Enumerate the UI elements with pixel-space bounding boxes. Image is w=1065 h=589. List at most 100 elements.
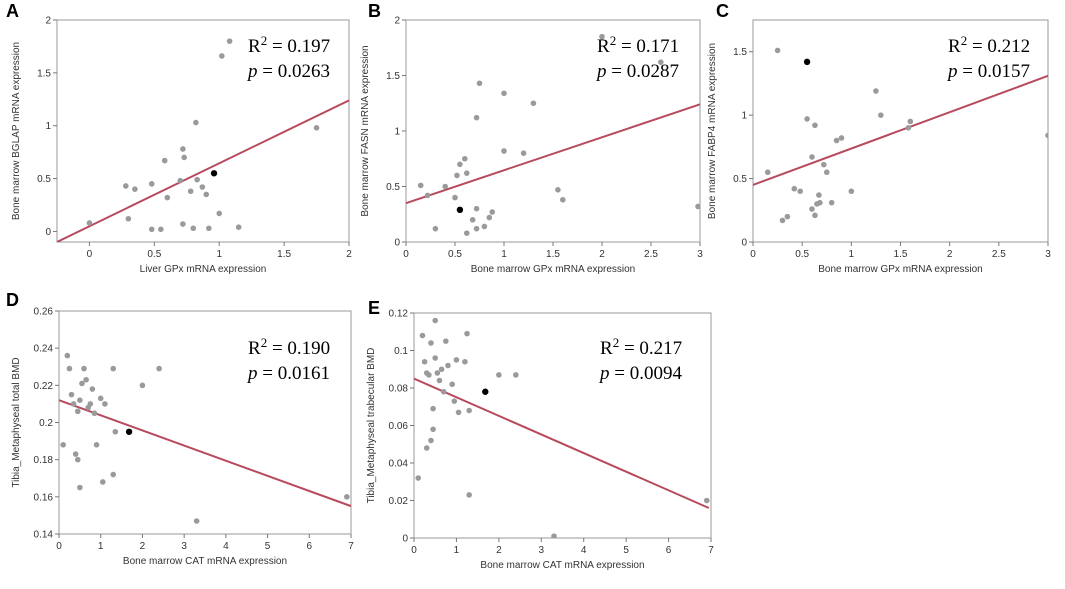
data-point: [449, 381, 455, 388]
x-axis-title: Liver GPx mRNA expression: [140, 264, 267, 275]
y-tick-label: 0: [741, 238, 747, 249]
data-point: [451, 398, 458, 404]
data-point: [555, 187, 561, 193]
data-point: [812, 212, 818, 219]
data-point: [428, 340, 434, 346]
y-tick-label: 0.24: [34, 344, 54, 355]
x-axis-title: Bone marrow GPx mRNA expression: [818, 264, 983, 275]
x-tick-label: 3: [1045, 249, 1051, 260]
r-squared-symbol: R: [948, 36, 961, 57]
r-squared-symbol: R: [600, 338, 613, 359]
data-point: [838, 135, 845, 141]
p-value-text: p = 0.0157: [946, 61, 1030, 82]
x-tick-label: 5: [623, 545, 629, 556]
data-point: [816, 192, 822, 198]
highlighted-data-point: [125, 428, 133, 435]
data-point: [421, 358, 428, 365]
y-axis-title: Tibia_Metaphyseal trabecular BMD: [366, 348, 377, 504]
regression-line: [753, 74, 1048, 186]
data-point: [481, 223, 488, 230]
data-point: [193, 518, 200, 524]
regression-line: [414, 377, 710, 509]
data-point: [190, 225, 197, 232]
x-tick-label: 1.5: [894, 249, 908, 260]
plot-area: [405, 19, 701, 243]
y-axis-title: Bone marrow BGLAP mRNA expression: [11, 42, 22, 220]
data-point: [177, 177, 184, 184]
data-point: [797, 188, 803, 195]
data-point: [423, 445, 430, 451]
plot-area: [413, 312, 712, 539]
data-point: [430, 426, 436, 433]
data-point: [70, 401, 77, 407]
data-point: [436, 377, 443, 384]
data-point: [907, 118, 914, 125]
panel-letter: B: [368, 1, 381, 21]
data-point: [158, 226, 164, 233]
data-point: [905, 125, 912, 131]
panel-c: C 0 0.5 1 1.5 2 2.5 3 0 0.5 1 1.5 Bone marrow GPx mR…: [707, 1, 1051, 275]
y-tick-label: 1.5: [386, 71, 400, 82]
data-point: [473, 205, 480, 212]
y-tick-label: 0: [402, 534, 408, 545]
p-value-text: p = 0.0287: [595, 61, 679, 82]
data-point: [110, 365, 117, 372]
data-point: [180, 146, 186, 152]
panel-e: E 0 1 2 3 4 5 6 7 0 0.02 0.04 0.06 0.08 0.1 0.12 Bone ma…: [366, 298, 714, 571]
y-tick-label: 0: [45, 227, 51, 238]
data-point: [791, 185, 798, 192]
y-tick-label: 1: [741, 111, 747, 122]
data-point: [658, 59, 664, 65]
data-point: [74, 408, 81, 415]
y-axis-title: Bone marrow FABP4 mRNA expression: [707, 43, 718, 219]
data-point: [476, 80, 483, 87]
data-point: [453, 357, 460, 363]
data-point: [86, 220, 93, 226]
x-tick-label: 6: [307, 541, 313, 552]
p-value-text: p = 0.0161: [246, 363, 330, 384]
y-tick-label: 0.5: [37, 174, 51, 185]
highlighted-data-point: [456, 206, 464, 214]
regression-line: [406, 103, 700, 205]
data-point: [455, 409, 462, 416]
data-point: [100, 479, 106, 485]
data-point: [432, 225, 439, 232]
r-squared-value: = 0.171: [616, 36, 679, 57]
y-tick-label: 0: [394, 238, 400, 249]
data-point: [473, 225, 480, 232]
p-value: = 0.0263: [258, 61, 330, 82]
x-tick-label: 7: [348, 541, 354, 552]
data-point: [817, 199, 823, 206]
data-point: [440, 388, 447, 395]
p-symbol: p: [246, 363, 258, 384]
y-tick-label: 0.22: [34, 381, 54, 392]
y-tick-label: 0.1: [394, 346, 408, 357]
data-point: [809, 206, 815, 212]
data-point: [462, 358, 468, 365]
y-tick-label: 0.5: [386, 182, 400, 193]
data-point: [313, 125, 320, 131]
regression-line: [57, 99, 349, 242]
y-tick-label: 1.5: [37, 68, 51, 79]
data-point: [454, 172, 460, 179]
r-squared-exponent: 2: [961, 33, 968, 48]
r-squared-symbol: R: [248, 36, 261, 57]
data-point: [424, 192, 431, 199]
data-point: [501, 90, 507, 97]
data-point: [181, 154, 187, 161]
p-value: = 0.0094: [610, 363, 683, 384]
y-tick-label: 2: [45, 16, 51, 27]
p-symbol: p: [246, 61, 258, 82]
r-squared-text: R2 = 0.190: [248, 335, 330, 359]
data-point: [530, 100, 537, 107]
x-tick-label: 3: [539, 545, 545, 556]
data-point: [560, 197, 566, 203]
data-point: [156, 365, 162, 372]
data-point: [89, 386, 96, 392]
p-symbol: p: [595, 61, 607, 82]
x-tick-label: 0.5: [147, 249, 161, 260]
data-point: [501, 148, 507, 154]
data-point: [703, 497, 710, 504]
data-point: [194, 176, 200, 183]
y-tick-label: 0.5: [733, 174, 747, 185]
